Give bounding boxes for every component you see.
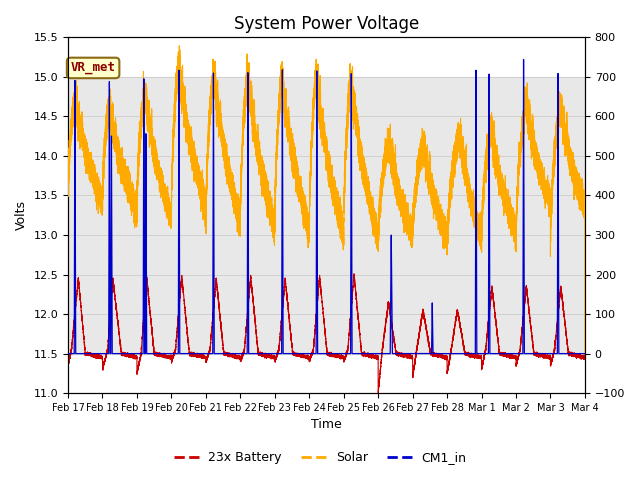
Bar [68,77,585,354]
Title: System Power Voltage: System Power Voltage [234,15,419,33]
Text: VR_met: VR_met [70,61,116,74]
X-axis label: Time: Time [311,419,342,432]
Y-axis label: Volts: Volts [15,200,28,230]
Legend: 23x Battery, Solar, CM1_in: 23x Battery, Solar, CM1_in [168,446,472,469]
